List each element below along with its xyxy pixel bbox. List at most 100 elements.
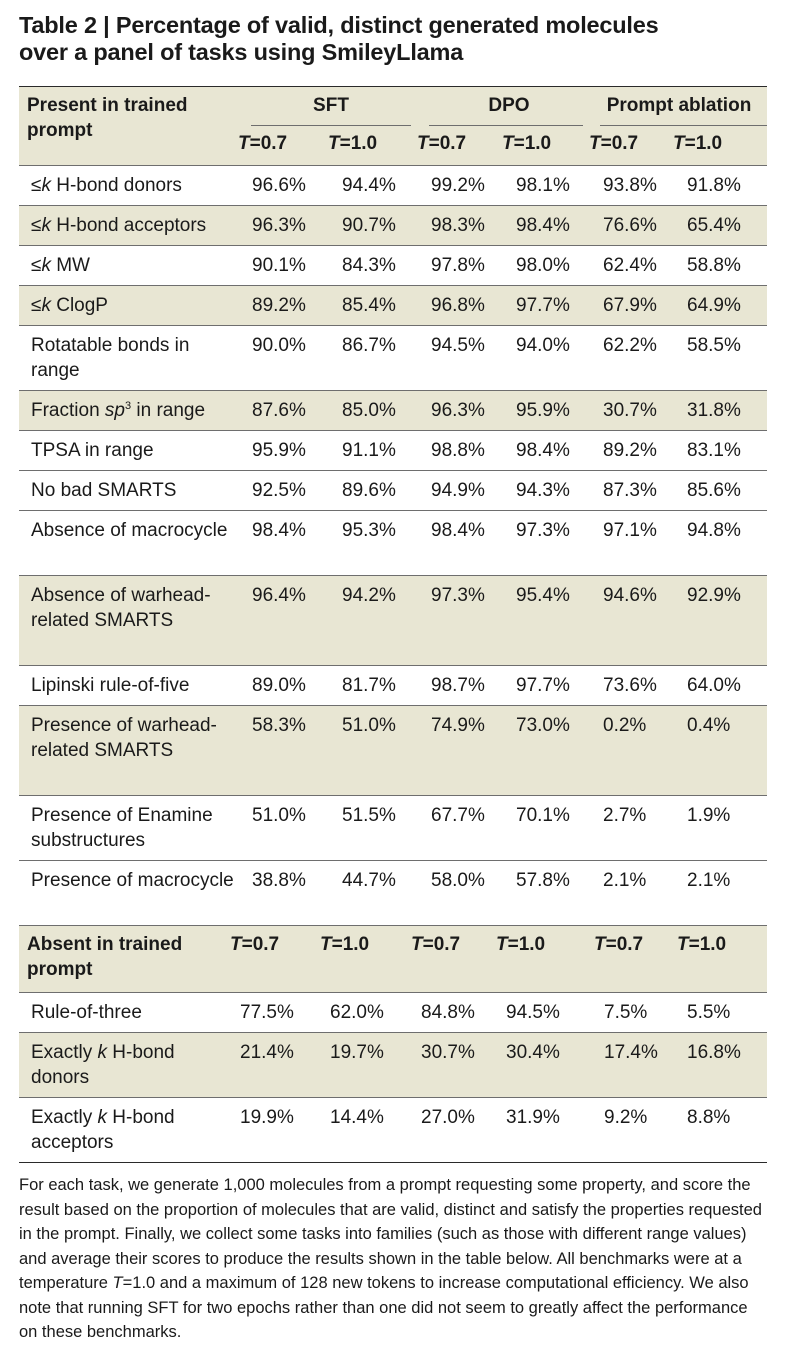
present-value-cell: 65.4% (687, 215, 741, 236)
present-value-cell: 90.1% (252, 255, 306, 276)
present-value-cell: 92.9% (687, 585, 741, 606)
present-value-cell: 98.0% (516, 255, 570, 276)
row-label-text: Presence of Enamine substructures (31, 805, 213, 851)
absent-temp-3: T=1.0 (496, 932, 545, 957)
present-value-cell: 98.4% (516, 215, 570, 236)
present-value-cell: 51.0% (252, 805, 306, 826)
absent-temp-var-5: T (677, 934, 689, 955)
absent-temp-val-0: =0.7 (241, 934, 280, 955)
present-value-cell: 64.9% (687, 295, 741, 316)
present-row-label: Absence of warhead-related SMARTS (19, 576, 240, 633)
absent-temp-2: T=0.7 (411, 932, 460, 957)
absent-temp-0: T=0.7 (230, 932, 279, 957)
table-row: Rule-of-three 77.5% 62.0% 84.8% 94.5% 7.5% 5.5… (19, 993, 767, 1033)
present-row-label: No bad SMARTS (19, 471, 240, 503)
row-label-text: Exactly (31, 1042, 98, 1063)
present-value-cell: 96.4% (252, 585, 306, 606)
absent-value-cell: 14.4% (330, 1107, 384, 1128)
present-value-cell: 89.0% (252, 675, 306, 696)
row-label-text: ≤ (31, 215, 42, 236)
group-dpo-text: DPO (488, 95, 530, 116)
present-value-cell: 74.9% (431, 715, 485, 736)
present-value-cell: 73.6% (603, 675, 657, 696)
present-value-cell: 98.8% (431, 440, 485, 461)
data-table: Present in trained prompt SFT DPO Prompt… (19, 86, 767, 1163)
row-label-text-post: ClogP (50, 295, 108, 316)
present-temp-val-5: =1.0 (684, 133, 723, 154)
table-row: Exactly k H-bond donors 21.4% 19.7% 30.7% 30… (19, 1033, 767, 1098)
absent-row-label: Rule-of-three (19, 993, 228, 1025)
present-label-text: Present in trained prompt (27, 95, 188, 141)
absent-temp-var-2: T (411, 934, 423, 955)
present-value-cell: 94.4% (342, 175, 396, 196)
absent-value-cell: 9.2% (604, 1107, 648, 1128)
table-row: Presence of macrocycle 38.8% 44.7% 58.0% 57.… (19, 861, 767, 926)
present-value-cell: 98.4% (431, 520, 485, 541)
absent-value-cell: 31.9% (506, 1107, 560, 1128)
present-value-cell: 95.9% (252, 440, 306, 461)
present-value-cell: 87.3% (603, 480, 657, 501)
absent-temp-val-1: =1.0 (331, 934, 370, 955)
absent-temp-var-4: T (594, 934, 606, 955)
row-label-text: Lipinski rule-of-five (31, 675, 190, 696)
absent-temp-var-1: T (320, 934, 332, 955)
table-footnote: For each task, we generate 1,000 molecul… (19, 1173, 767, 1345)
present-value-cell: 97.7% (516, 675, 570, 696)
present-temp-val-0: =0.7 (249, 133, 288, 154)
present-value-cell: 83.1% (687, 440, 741, 461)
table-row: ≤k H-bond donors 96.6% 94.4% 99.2% 98.1% 93.8… (19, 166, 767, 206)
present-value-cell: 95.9% (516, 400, 570, 421)
present-value-cell: 99.2% (431, 175, 485, 196)
present-temp-var-4: T (589, 133, 601, 154)
table-title-line-2: over a panel of tasks using SmileyLlama (19, 39, 464, 65)
row-label-text: No bad SMARTS (31, 480, 177, 501)
present-value-cell: 51.5% (342, 805, 396, 826)
absent-value-cell: 30.4% (506, 1042, 560, 1063)
present-value-cell: 85.6% (687, 480, 741, 501)
present-value-cell: 85.4% (342, 295, 396, 316)
present-value-cell: 2.1% (603, 870, 647, 891)
present-value-cell: 44.7% (342, 870, 396, 891)
absent-value-cell: 7.5% (604, 1002, 648, 1023)
present-temp-var-0: T (238, 133, 250, 154)
present-value-cell: 31.8% (687, 400, 741, 421)
table-row: Absence of warhead-related SMARTS 96.4% 94… (19, 576, 767, 666)
present-value-cell: 51.0% (342, 715, 396, 736)
present-value-cell: 95.4% (516, 585, 570, 606)
present-value-cell: 30.7% (603, 400, 657, 421)
present-row-label: Absence of macrocycle (19, 511, 240, 543)
present-value-cell: 2.7% (603, 805, 647, 826)
present-temp-var-2: T (417, 133, 429, 154)
absent-value-cell: 19.9% (240, 1107, 294, 1128)
present-value-cell: 57.8% (516, 870, 570, 891)
table-row: Rotatable bonds in range 90.0% 86.7% 94.5% 9… (19, 326, 767, 391)
row-label-text: ≤ (31, 175, 42, 196)
present-value-cell: 91.1% (342, 440, 396, 461)
row-label-text-post: H-bond acceptors (50, 215, 207, 236)
row-label-text: ≤ (31, 255, 42, 276)
absent-value-cell: 8.8% (687, 1107, 731, 1128)
present-value-cell: 0.2% (603, 715, 647, 736)
present-value-cell: 81.7% (342, 675, 396, 696)
present-row-label: Presence of Enamine substructures (19, 796, 240, 853)
table-row: Fraction sp3 in range 87.6% 85.0% 96.3% 95.9… (19, 391, 767, 431)
present-temp-var-1: T (328, 133, 340, 154)
row-label-text: Presence of warhead-related SMARTS (31, 715, 217, 761)
present-value-cell: 94.8% (687, 520, 741, 541)
header-absent: Absent in trained prompt T=0.7 T=1.0 T=0.7… (19, 926, 767, 993)
present-value-cell: 98.4% (252, 520, 306, 541)
present-row-label: Presence of macrocycle (19, 861, 240, 893)
table-row: Presence of warhead-related SMARTS 58.3% 5… (19, 706, 767, 796)
present-value-cell: 96.8% (431, 295, 485, 316)
present-value-cell: 84.3% (342, 255, 396, 276)
table-row: ≤k ClogP 89.2% 85.4% 96.8% 97.7% 67.9% 64.9% (19, 286, 767, 326)
present-value-cell: 96.6% (252, 175, 306, 196)
table-row: ≤k H-bond acceptors 96.3% 90.7% 98.3% 98.4% 7… (19, 206, 767, 246)
present-value-cell: 89.2% (603, 440, 657, 461)
present-value-cell: 38.8% (252, 870, 306, 891)
footnote-text-b: =1.0 and a maximum of 128 new tokens to … (19, 1274, 749, 1341)
group-ablation: Prompt ablation (599, 93, 759, 118)
present-temp-val-1: =1.0 (339, 133, 378, 154)
row-label-variable: k (41, 255, 51, 276)
row-label-text: Rotatable bonds in range (31, 335, 190, 381)
